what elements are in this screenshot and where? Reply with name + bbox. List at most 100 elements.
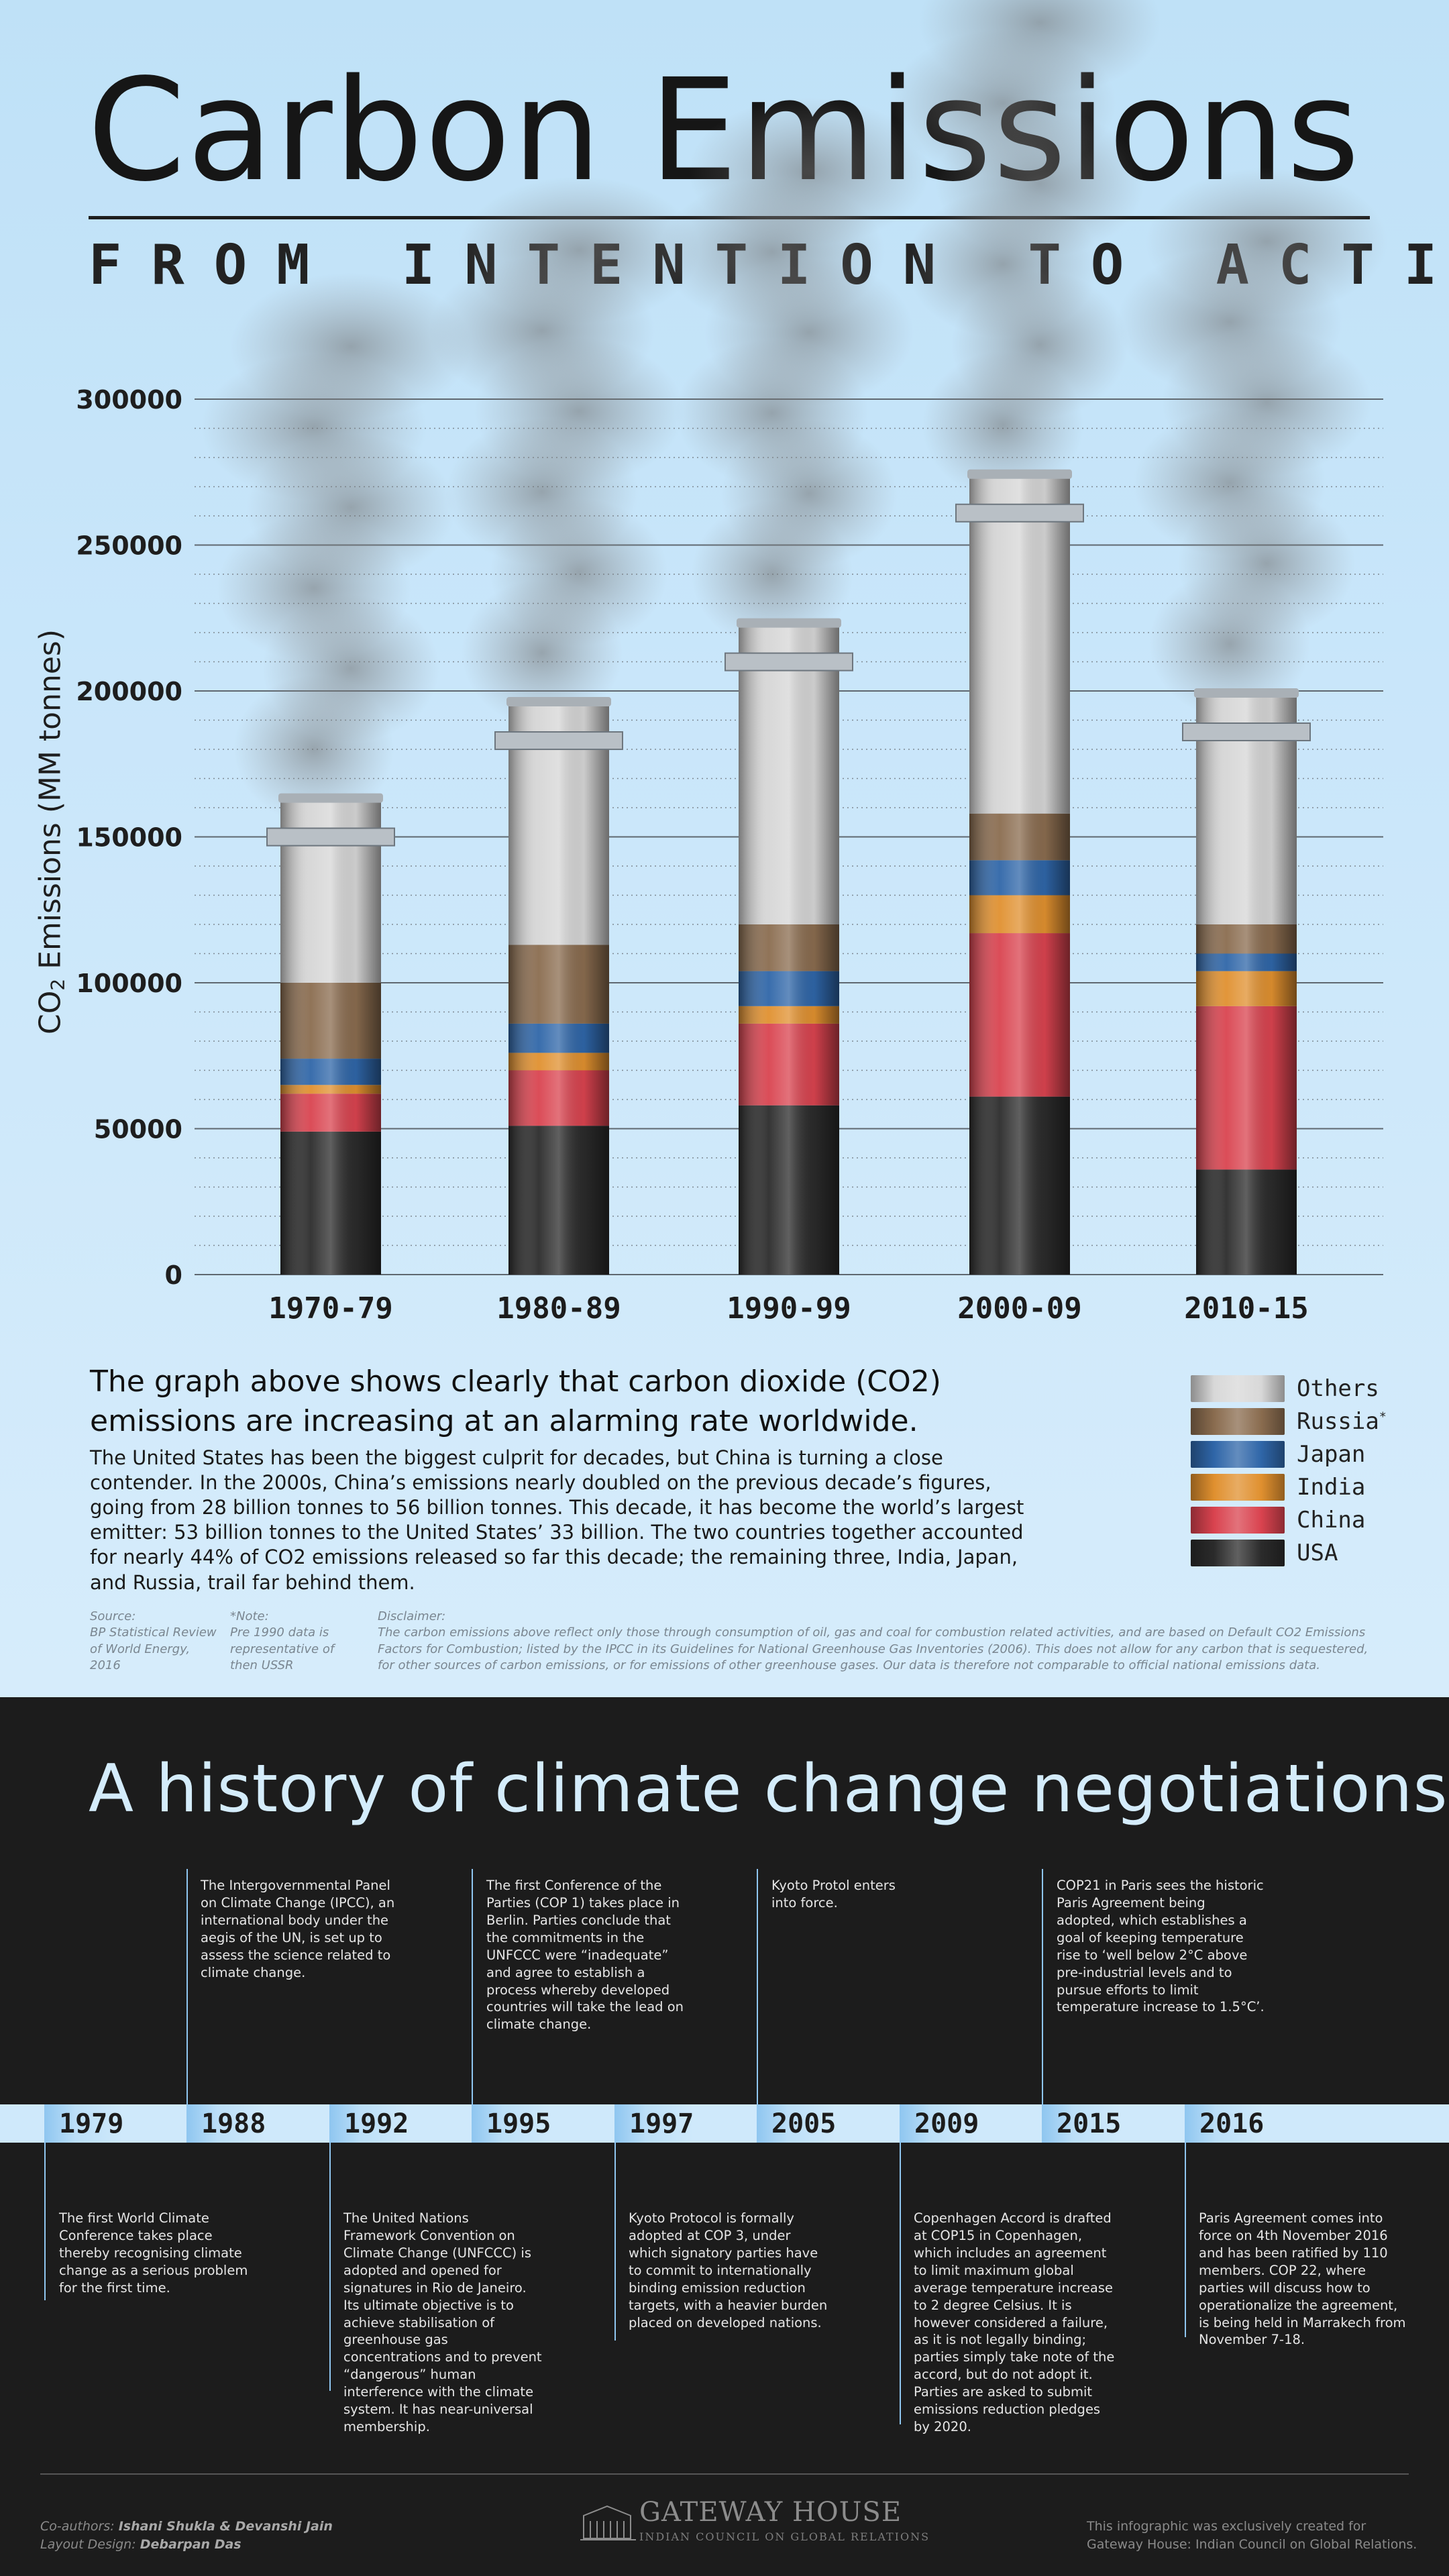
timeline-year-1995: 1995: [472, 2104, 614, 2143]
legend-swatch: [1191, 1407, 1285, 1435]
timeline-connector: [44, 2143, 46, 2300]
credits: Co-authors: Ishani Shukla & Devanshi Jai…: [40, 2519, 333, 2552]
timeline-year-1997: 1997: [614, 2104, 757, 2143]
exclusive-note: This infographic was exclusively created…: [1087, 2519, 1417, 2552]
bar-shading: [1196, 953, 1297, 971]
legend-item-others: Others: [1191, 1372, 1387, 1405]
legend-label: India: [1297, 1473, 1366, 1501]
smoke-plume: [919, 0, 1161, 97]
chart-section: Carbon Emissions FROM INTENTION TO ACTIO…: [0, 0, 1449, 1697]
bar-shading: [508, 1053, 609, 1071]
chimney-rim: [737, 618, 841, 628]
timeline-connector: [900, 2143, 901, 2424]
chimney-platform: [494, 731, 623, 751]
bar-shading: [1196, 924, 1297, 954]
event-1979: The first World Climate Conference takes…: [59, 2210, 248, 2296]
timeline-year-2015: 2015: [1042, 2104, 1184, 2143]
bar-shading: [739, 621, 839, 924]
bar-shading: [1196, 1169, 1297, 1275]
legend: Others Russia* Japan India China USA: [1191, 1372, 1387, 1569]
bar-shading: [280, 1093, 381, 1132]
timeline-connector: [614, 2143, 616, 2341]
event-1988: The Intergovernmental Panel on Climate C…: [201, 1878, 395, 1980]
bar-shading: [280, 1085, 381, 1094]
y-tick-label: 200000: [76, 677, 182, 706]
chimney-platform: [724, 652, 853, 672]
timeline-year-1992: 1992: [329, 2104, 472, 2143]
bar-shading: [969, 895, 1070, 934]
event-1995: The first Conference of the Parties (COP…: [486, 1878, 684, 2033]
x-tick-label: 2000-09: [957, 1291, 1081, 1326]
y-tick-label: 100000: [76, 969, 182, 998]
chimney-platform: [266, 827, 395, 847]
event-1997: Kyoto Protocol is formally adopted at CO…: [629, 2210, 828, 2330]
y-axis-label: CO2 Emissions (MM tonnes): [33, 629, 69, 1035]
chimney-rim: [506, 697, 611, 707]
legend-swatch: [1191, 1506, 1285, 1534]
timeline-year-1988: 1988: [186, 2104, 329, 2143]
bar-shading: [969, 472, 1070, 814]
bar-shading: [739, 1006, 839, 1024]
footer-divider: [40, 2473, 1409, 2475]
chimney-rim: [278, 793, 383, 803]
event-1992: The United Nations Framework Convention …: [343, 2210, 542, 2435]
chimney-platform: [955, 503, 1084, 523]
chimney-platform: [1182, 722, 1311, 741]
legend-swatch: [1191, 1440, 1285, 1468]
x-tick-label: 2010-15: [1184, 1291, 1308, 1326]
event-2005: Kyoto Protol enters into force.: [771, 1878, 896, 1911]
chimney-rim: [1194, 688, 1299, 698]
legend-label: USA: [1297, 1539, 1338, 1566]
x-tick-label: 1970-79: [268, 1291, 392, 1326]
legend-swatch: [1191, 1375, 1285, 1402]
legend-item-india: India: [1191, 1470, 1387, 1503]
y-tick-label: 50000: [94, 1115, 182, 1144]
lead-text: The graph above shows clearly that carbo…: [90, 1364, 941, 1439]
y-tick-label: 300000: [76, 385, 182, 415]
legend-label: Japan: [1297, 1440, 1366, 1468]
x-tick-label: 1990-99: [727, 1291, 851, 1326]
bar-shading: [739, 1023, 839, 1106]
source-note: Source: BP Statistical Review of World En…: [90, 1609, 217, 1672]
bar-shading: [508, 1126, 609, 1275]
legend-item-usa: USA: [1191, 1536, 1387, 1569]
disclaimer: Disclaimer: The carbon emissions above re…: [378, 1609, 1368, 1672]
bar-shading: [508, 1023, 609, 1053]
timeline-connector: [329, 2143, 331, 2391]
bar-shading: [739, 1105, 839, 1275]
bar-shading: [280, 1131, 381, 1275]
y-tick-label: 150000: [76, 823, 182, 853]
event-2015: COP21 in Paris sees the historic Paris A…: [1057, 1878, 1265, 2015]
legend-label: Others: [1297, 1375, 1379, 1402]
history-title: A history of climate change negotiations: [89, 1751, 1448, 1827]
gateway-house-logo-icon: [580, 2505, 636, 2540]
smoke-plume: [458, 176, 700, 325]
bar-shading: [1196, 971, 1297, 1006]
emissions-chart: 0 50000 100000 150000 200000 250000 300000 1970…: [76, 0, 1387, 1326]
timeline-connector: [472, 1869, 473, 2104]
y-tick-label: 250000: [76, 531, 182, 561]
bar-shading: [969, 813, 1070, 861]
legend-label: Russia*: [1297, 1407, 1387, 1435]
bar-shading: [508, 1070, 609, 1126]
legend-swatch: [1191, 1473, 1285, 1501]
bar-shading: [280, 983, 381, 1059]
timeline-connector: [757, 1869, 758, 2104]
timeline-year-2005: 2005: [757, 2104, 899, 2143]
smoke-plume: [230, 272, 472, 421]
x-tick-label: 1980-89: [496, 1291, 621, 1326]
ussr-note: *Note: Pre 1990 data is representative of…: [230, 1609, 335, 1672]
smoke-plume: [688, 97, 930, 246]
bar-shading: [280, 1059, 381, 1085]
bar-shading: [969, 1096, 1070, 1275]
timeline-year-2009: 2009: [900, 2104, 1042, 2143]
legend-item-china: China: [1191, 1503, 1387, 1536]
logo-name: GATEWAY HOUSE: [639, 2497, 902, 2528]
bar-shading: [969, 933, 1070, 1097]
timeline-year-2016: 2016: [1185, 2104, 1327, 2143]
smoke-plume: [1146, 168, 1387, 315]
y-tick-label: 0: [165, 1260, 182, 1290]
bar-shading: [739, 924, 839, 971]
bar-shading: [969, 860, 1070, 896]
legend-swatch: [1191, 1539, 1285, 1566]
